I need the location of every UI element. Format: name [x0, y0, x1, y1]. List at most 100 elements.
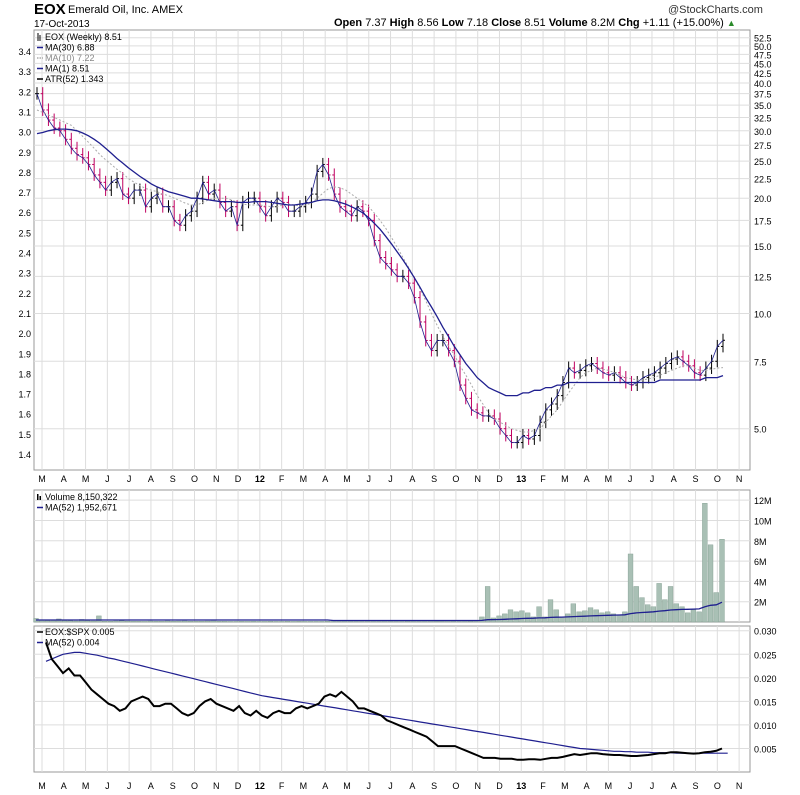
volume-bar: [313, 621, 319, 623]
up-arrow-icon: ▲: [726, 18, 736, 28]
exchange-label: AMEX: [151, 4, 183, 16]
volume-bar: [262, 621, 268, 623]
ratio-panel[interactable]: [45, 642, 728, 761]
atr-legend: ATR(52) 1.343: [45, 74, 103, 84]
volume-bar: [376, 621, 382, 623]
x-tick-label: S: [170, 781, 176, 791]
left-tick-label: 1.6: [18, 410, 31, 420]
volume-bar: [136, 621, 142, 623]
volume-bar: [387, 621, 394, 623]
close-label: Close: [491, 17, 522, 29]
chg-label: Chg: [618, 17, 640, 29]
brand-text[interactable]: @StockCharts.com: [668, 4, 763, 16]
x-tick-label: O: [191, 474, 198, 484]
right-tick-label: 52.5: [754, 34, 772, 44]
right-tick-label: 22.5: [754, 175, 772, 185]
left-tick-label: 2.3: [18, 269, 31, 279]
volume-bar: [290, 621, 296, 623]
volume-bar: [124, 620, 131, 623]
left-tick-label: 2.9: [18, 148, 31, 158]
volume-bar: [399, 621, 405, 623]
ma10-legend: MA(10) 7.22: [45, 53, 95, 63]
x-tick-label: M: [300, 474, 308, 484]
volume-bar: [393, 621, 399, 623]
left-tick-label: 1.4: [18, 450, 31, 460]
volume-bar: [347, 621, 354, 623]
volume-bar: [176, 620, 182, 623]
right-tick-label: 12.5: [754, 272, 772, 282]
x-tick-label: M: [343, 781, 351, 791]
volume-bar: [302, 621, 308, 623]
right-tick-label: 17.5: [754, 216, 772, 226]
right-tick-label: 0.010: [754, 721, 777, 731]
volume-bar: [656, 583, 662, 623]
volume-bar: [513, 611, 519, 623]
volume-bar: [416, 621, 422, 623]
x-tick-label: D: [496, 781, 503, 791]
volume-bar: [204, 620, 211, 623]
volume-bar: [187, 620, 193, 623]
volume-bar: [342, 621, 348, 623]
right-tick-label: 47.5: [754, 50, 772, 60]
volume-bar: [444, 621, 451, 623]
volume-bar: [570, 603, 576, 623]
left-tick-label: 3.1: [18, 107, 31, 117]
low-value: 7.18: [466, 17, 489, 29]
ratio-legend: EOX:$SPX 0.005: [45, 627, 115, 637]
x-tick-label: S: [693, 474, 699, 484]
x-tick-label: A: [409, 781, 415, 791]
high-label: High: [389, 17, 415, 29]
volume-bar: [324, 621, 331, 623]
volume-bar: [599, 612, 605, 623]
volume-bar: [633, 586, 639, 623]
x-tick-label: O: [452, 474, 459, 484]
volume-bar: [502, 613, 508, 623]
volume-bar: [250, 620, 256, 623]
open-label: Open: [334, 17, 363, 29]
volume-bar: [239, 621, 245, 623]
volume-bar: [44, 620, 51, 623]
volume-bar: [525, 612, 531, 623]
volume-bar: [605, 611, 611, 623]
x-tick-label: J: [628, 781, 633, 791]
x-tick-label: M: [38, 474, 46, 484]
volume-bar: [182, 620, 188, 623]
left-tick-label: 2.6: [18, 208, 31, 218]
axis-labels: M M A A M M J J J J A A S S O O N N D D 12 12 F F M M A A M M J J J J A A S S…: [18, 34, 776, 791]
volume-label: Volume: [548, 17, 588, 29]
volume-panel[interactable]: [33, 503, 725, 623]
volume-bar: [467, 621, 474, 623]
x-tick-label: A: [148, 781, 154, 791]
x-tick-label: A: [61, 781, 67, 791]
x-tick-label: A: [322, 474, 328, 484]
right-tick-label: 0.030: [754, 627, 777, 637]
chg-value: +1.11 (+15.00%): [642, 17, 724, 29]
volume-bar: [336, 621, 342, 623]
x-tick-label: M: [82, 474, 90, 484]
x-tick-label: J: [388, 781, 393, 791]
x-tick-label: J: [127, 474, 132, 484]
x-tick-label: 13: [516, 781, 526, 791]
x-tick-label: F: [540, 474, 546, 484]
right-tick-label: 2M: [754, 598, 767, 608]
x-tick-label: N: [474, 781, 481, 791]
left-tick-label: 1.9: [18, 349, 31, 359]
x-tick-label: M: [605, 474, 613, 484]
x-tick-label: 12: [255, 474, 265, 484]
x-tick-label: D: [235, 781, 242, 791]
right-tick-label: 30.0: [754, 127, 772, 137]
volume-legend: Volume 8,150,322: [45, 492, 118, 502]
x-tick-label: J: [367, 474, 372, 484]
price-panel[interactable]: [35, 87, 725, 449]
volume-bar: [101, 620, 108, 623]
chart-date: 17-Oct-2013: [34, 19, 90, 30]
left-tick-label: 2.8: [18, 168, 31, 178]
volume-bar: [667, 586, 674, 623]
volume-bar: [422, 621, 428, 623]
volume-value: 8.2M: [590, 17, 616, 29]
x-tick-label: N: [213, 474, 220, 484]
volume-bar: [439, 621, 445, 623]
volume-bar: [473, 621, 479, 623]
